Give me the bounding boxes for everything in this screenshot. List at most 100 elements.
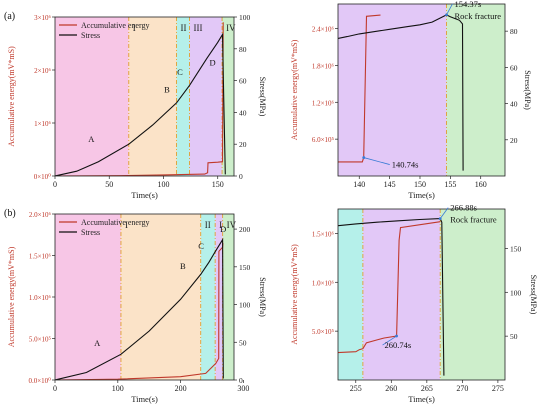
y2-tick-label: 0 xyxy=(239,376,243,385)
chart-b-right: 255 260 265 270 275 Time(s) 5.0×10⁵ 1.0×10⁶ 1.5×… xyxy=(290,203,538,404)
stage-band xyxy=(362,209,441,380)
annotation-point xyxy=(438,217,442,221)
x-tick-label: 200 xyxy=(175,384,187,393)
x-tick-label: 255 xyxy=(350,384,362,393)
stage-band xyxy=(120,214,201,380)
y-tick-label: 5.0×10⁵ xyxy=(312,328,335,336)
stage-band xyxy=(200,214,216,380)
y-axis-title: Accumulative energy(mV*mS) xyxy=(290,39,299,140)
y-tick-label: 3×10⁶ xyxy=(34,14,51,22)
annotation-label: D xyxy=(210,57,216,67)
x-tick-label: 0 xyxy=(53,384,57,393)
y2-axis-title: Stress(MPa) xyxy=(258,277,267,317)
chart-b-left: IIIIIIIV0100200300Time(s)0.0×10⁰5.0×10⁵1… xyxy=(4,208,267,404)
x-tick-label: 260 xyxy=(385,384,397,393)
y2-tick-label: 20 xyxy=(239,140,247,149)
annotation-label: A xyxy=(94,338,101,348)
y-tick-label: 1.0×10⁶ xyxy=(29,294,52,302)
annotation-pointer xyxy=(382,335,397,346)
y-tick-label: 0.0×10⁰ xyxy=(28,377,51,385)
stage-label: IV xyxy=(227,220,237,230)
x-axis-title: Time(s) xyxy=(408,190,435,200)
stage-band xyxy=(446,4,505,176)
annotation-point xyxy=(362,156,366,159)
x-tick-label: 155 xyxy=(444,180,456,189)
stage-band xyxy=(55,17,129,176)
x-axis-title: Time(s) xyxy=(131,190,158,200)
panel-label: (a) xyxy=(4,11,15,22)
x-tick-label: 275 xyxy=(492,384,504,393)
stage-band xyxy=(128,17,177,176)
y-tick-label: 2.4×10⁶ xyxy=(312,26,335,34)
y-tick-label: 1.5×10⁶ xyxy=(29,253,52,261)
chart-a-right: 140 145 150 155 160 Time(s) 6.0×10⁵ 1.2×10⁶ 1.8×… xyxy=(290,0,532,200)
y2-tick-label: 40 xyxy=(510,100,518,109)
y-axis-title: Accumulative energy(mV*mS) xyxy=(7,246,16,347)
y-tick-label: 0×10⁰ xyxy=(34,173,51,181)
stage-band xyxy=(55,214,121,380)
y2-tick-label: 50 xyxy=(510,332,518,341)
stage-band xyxy=(189,17,223,176)
plot-frame xyxy=(337,208,506,381)
y-tick-label: 2.0×10⁶ xyxy=(29,211,52,219)
annotation-pointer xyxy=(446,3,453,16)
y2-tick-label: 80 xyxy=(510,27,518,36)
stress-series-line xyxy=(55,237,224,380)
stress-series-line xyxy=(338,218,445,376)
x-tick-label: 50 xyxy=(105,180,113,189)
energy-series-line xyxy=(55,22,224,176)
y-tick-label: 1×10⁶ xyxy=(34,120,51,128)
stage-band xyxy=(338,4,447,176)
stage-label: II xyxy=(181,23,187,33)
y-tick-label: 1.5×10⁶ xyxy=(312,230,335,238)
x-tick-label: 100 xyxy=(112,384,124,393)
stress-series-line xyxy=(55,32,226,176)
y-tick-label: 1.0×10⁶ xyxy=(312,279,335,287)
stage-band xyxy=(222,214,234,380)
y2-tick-label: 150 xyxy=(239,263,251,272)
annotation-label: Rock fracture xyxy=(455,11,502,21)
annotation-point xyxy=(445,13,448,17)
annotation-label: 154.37s xyxy=(455,0,482,9)
legend-label: Accumulative energy xyxy=(81,218,150,227)
y2-tick-label: 100 xyxy=(510,288,522,297)
stage-label: II xyxy=(205,220,211,230)
y-tick-label: 5.0×10⁵ xyxy=(29,336,52,344)
y2-axis-title: Stress(MPa) xyxy=(529,275,538,315)
y2-tick-label: 100 xyxy=(239,301,251,310)
x-axis-title: Time(s) xyxy=(408,394,435,404)
x-tick-label: 160 xyxy=(475,180,487,189)
x-tick-label: 145 xyxy=(384,180,396,189)
x-tick-label: 150 xyxy=(212,180,224,189)
y2-tick-label: 60 xyxy=(239,77,247,86)
y-axis-title: Accumulative energy(mV*mS) xyxy=(290,244,299,345)
annotation-label: Rock fracture xyxy=(450,215,497,225)
stage-band xyxy=(338,209,363,380)
x-axis-title: Time(s) xyxy=(131,394,158,404)
energy-series-line xyxy=(338,221,441,354)
annotation-label: B xyxy=(164,85,170,95)
y2-tick-label: 80 xyxy=(239,45,247,54)
stage-label: IV xyxy=(226,23,236,33)
stage-band xyxy=(176,17,190,176)
stage-band xyxy=(222,17,234,176)
x-tick-label: 100 xyxy=(157,180,169,189)
chart-a-left: I II III IV0 50 100 150Time(s)0×10⁰1×10⁶2×10⁶3… xyxy=(4,11,267,200)
y2-tick-label: 0 xyxy=(239,172,243,181)
y2-tick-label: 20 xyxy=(510,136,518,145)
plot-frame xyxy=(337,3,506,177)
annotation-pointer xyxy=(439,207,449,219)
legend-label: Accumulative energy xyxy=(81,21,150,30)
stage-label: III xyxy=(194,23,203,33)
y-tick-label: 1.8×10⁶ xyxy=(312,62,335,70)
y2-tick-label: 100 xyxy=(239,13,251,22)
y2-tick-label: 150 xyxy=(510,244,522,253)
annotation-label: B xyxy=(180,261,186,271)
panel-label: (b) xyxy=(4,208,16,219)
y2-tick-label: 40 xyxy=(239,108,247,117)
annotation-point xyxy=(395,334,398,338)
stage-band xyxy=(440,209,505,380)
